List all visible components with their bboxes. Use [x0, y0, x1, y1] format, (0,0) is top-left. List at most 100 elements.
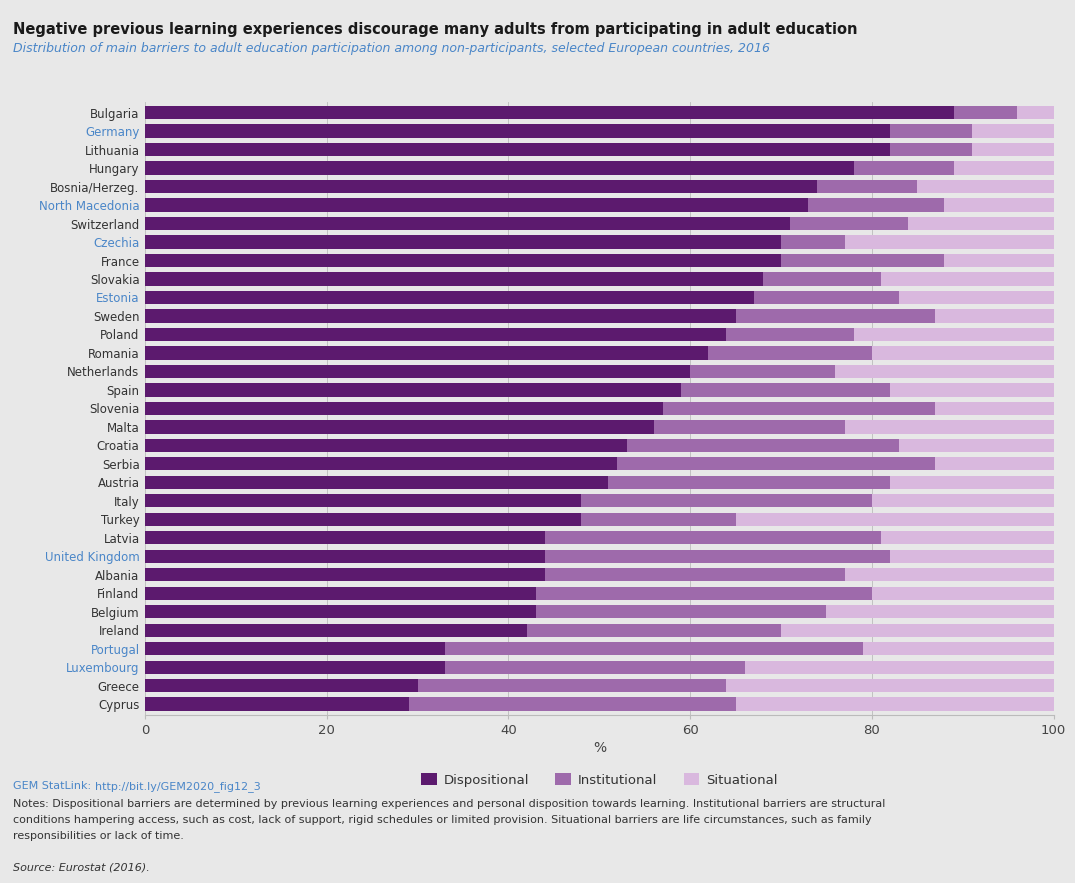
- Bar: [145, 106, 954, 119]
- Bar: [145, 125, 890, 138]
- Bar: [145, 402, 935, 415]
- Text: GEM StatLink:: GEM StatLink:: [13, 781, 95, 791]
- Bar: [145, 679, 1054, 692]
- Bar: [145, 328, 727, 341]
- Text: http://bit.ly/GEM2020_fig12_3: http://bit.ly/GEM2020_fig12_3: [95, 781, 260, 792]
- Bar: [145, 402, 663, 415]
- Bar: [145, 162, 954, 175]
- Bar: [145, 513, 1054, 526]
- X-axis label: %: %: [592, 742, 606, 756]
- Text: Notes: Dispositional barriers are determined by previous learning experiences an: Notes: Dispositional barriers are determ…: [13, 799, 886, 809]
- Bar: [145, 605, 1054, 618]
- Bar: [145, 199, 945, 212]
- Bar: [145, 623, 527, 637]
- Bar: [145, 272, 763, 285]
- Bar: [145, 143, 890, 156]
- Bar: [145, 679, 727, 692]
- Bar: [145, 660, 1054, 674]
- Bar: [145, 125, 972, 138]
- Bar: [145, 162, 1054, 175]
- Text: Distribution of main barriers to adult education participation among non-partici: Distribution of main barriers to adult e…: [13, 42, 770, 56]
- Bar: [145, 402, 1054, 415]
- Bar: [145, 439, 627, 452]
- Bar: [145, 236, 845, 249]
- Bar: [145, 217, 1054, 230]
- Bar: [145, 549, 1054, 563]
- Bar: [145, 291, 754, 304]
- Bar: [145, 365, 1054, 378]
- Bar: [145, 513, 582, 526]
- Bar: [145, 106, 1017, 119]
- Bar: [145, 217, 908, 230]
- Bar: [145, 605, 827, 618]
- Bar: [145, 660, 445, 674]
- Bar: [145, 531, 1054, 545]
- Bar: [145, 180, 817, 193]
- Bar: [145, 253, 945, 268]
- Bar: [145, 291, 899, 304]
- Bar: [145, 531, 880, 545]
- Text: conditions hampering access, such as cost, lack of support, rigid schedules or l: conditions hampering access, such as cos…: [13, 815, 872, 825]
- Bar: [145, 568, 545, 581]
- Bar: [145, 346, 1054, 359]
- Bar: [145, 698, 735, 711]
- Bar: [145, 679, 417, 692]
- Bar: [145, 125, 1054, 138]
- Bar: [145, 476, 890, 489]
- Bar: [145, 383, 890, 396]
- Bar: [145, 439, 899, 452]
- Bar: [145, 180, 1054, 193]
- Bar: [145, 549, 890, 563]
- Bar: [145, 420, 654, 434]
- Bar: [145, 549, 545, 563]
- Bar: [145, 143, 972, 156]
- Bar: [145, 217, 790, 230]
- Bar: [145, 309, 1054, 322]
- Bar: [145, 162, 854, 175]
- Bar: [145, 309, 735, 322]
- Bar: [145, 623, 782, 637]
- Bar: [145, 328, 854, 341]
- Bar: [145, 494, 582, 508]
- Bar: [145, 346, 872, 359]
- Legend: Dispositional, Institutional, Situational: Dispositional, Institutional, Situationa…: [416, 768, 783, 792]
- Bar: [145, 439, 1054, 452]
- Bar: [145, 698, 1054, 711]
- Bar: [145, 328, 1054, 341]
- Bar: [145, 586, 872, 600]
- Bar: [145, 457, 935, 471]
- Bar: [145, 531, 545, 545]
- Bar: [145, 568, 845, 581]
- Bar: [145, 420, 1054, 434]
- Bar: [145, 365, 835, 378]
- Bar: [145, 272, 1054, 285]
- Bar: [145, 383, 682, 396]
- Bar: [145, 476, 608, 489]
- Bar: [145, 642, 445, 655]
- Bar: [145, 180, 917, 193]
- Bar: [145, 568, 1054, 581]
- Bar: [145, 642, 1054, 655]
- Bar: [145, 143, 1054, 156]
- Bar: [145, 199, 808, 212]
- Bar: [145, 253, 1054, 268]
- Bar: [145, 494, 872, 508]
- Bar: [145, 494, 1054, 508]
- Bar: [145, 623, 1054, 637]
- Bar: [145, 272, 880, 285]
- Bar: [145, 309, 935, 322]
- Bar: [145, 457, 617, 471]
- Bar: [145, 586, 535, 600]
- Bar: [145, 346, 708, 359]
- Bar: [145, 199, 1054, 212]
- Bar: [145, 513, 735, 526]
- Text: Source: Eurostat (2016).: Source: Eurostat (2016).: [13, 863, 149, 872]
- Bar: [145, 106, 1054, 119]
- Bar: [145, 420, 845, 434]
- Bar: [145, 236, 782, 249]
- Bar: [145, 365, 690, 378]
- Bar: [145, 698, 408, 711]
- Bar: [145, 236, 1054, 249]
- Bar: [145, 291, 1054, 304]
- Bar: [145, 586, 1054, 600]
